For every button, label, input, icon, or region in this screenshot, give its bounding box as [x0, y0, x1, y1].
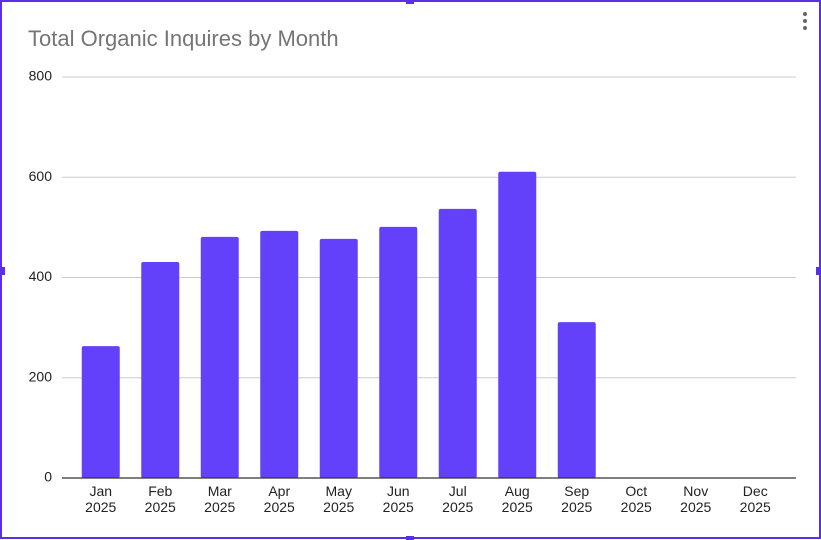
menu-dot[interactable]: [803, 12, 807, 16]
bar: [557, 322, 596, 478]
bar: [379, 226, 418, 478]
x-tick-label-line: Mar: [208, 483, 232, 499]
bar: [81, 346, 120, 478]
x-tick-label-line: 2025: [323, 499, 354, 515]
x-tick-label-line: 2025: [680, 499, 711, 515]
x-tick-label-line: Oct: [625, 483, 647, 499]
chart-title: Total Organic Inquires by Month: [28, 26, 339, 51]
x-tick-label: Jul 2025: [442, 483, 473, 515]
y-tick-label: 600: [29, 168, 53, 184]
x-tick-label-line: Dec: [743, 483, 768, 499]
x-tick-label: Mar 2025: [204, 483, 235, 515]
x-tick-label-line: Apr: [268, 483, 290, 499]
bar: [200, 236, 239, 478]
bar: [319, 238, 358, 478]
x-tick-label: Oct 2025: [621, 483, 652, 515]
x-tick-label: Feb 2025: [145, 483, 176, 515]
x-tick-label-line: 2025: [85, 499, 116, 515]
x-tick-label-line: Jul: [449, 483, 467, 499]
handle: [406, 0, 414, 4]
bar: [260, 230, 299, 478]
bar: [141, 261, 180, 478]
menu-dot[interactable]: [803, 26, 807, 30]
x-tick-label: Aug 2025: [502, 483, 533, 515]
x-tick-label: Sep 2025: [561, 483, 592, 515]
x-tick-label: May 2025: [323, 483, 354, 515]
x-tick-label-line: 2025: [204, 499, 235, 515]
bar: [438, 208, 477, 479]
x-tick-label-line: Sep: [564, 483, 589, 499]
x-tick-label: Dec 2025: [740, 483, 771, 515]
x-tick-label-line: Feb: [148, 483, 172, 499]
x-tick-label-line: 2025: [442, 499, 473, 515]
x-tick-label-line: Jun: [387, 483, 410, 499]
y-tick-label: 200: [29, 368, 53, 384]
menu-button[interactable]: [803, 12, 807, 30]
bar: [498, 171, 537, 478]
menu-dot[interactable]: [803, 19, 807, 23]
x-tick-label-line: May: [326, 483, 352, 499]
handle: [816, 267, 821, 275]
x-tick-label-line: Jan: [89, 483, 112, 499]
handle: [0, 267, 5, 275]
x-tick-label: Jun 2025: [383, 483, 414, 515]
x-tick-label-line: 2025: [561, 499, 592, 515]
handle: [406, 536, 414, 540]
x-tick-label-line: 2025: [145, 499, 176, 515]
x-tick-label-line: 2025: [264, 499, 295, 515]
y-tick-label: 800: [29, 68, 53, 84]
x-tick-label: Nov 2025: [680, 483, 711, 515]
x-tick-label-line: 2025: [502, 499, 533, 515]
y-tick-label: 0: [44, 469, 52, 485]
y-tick-label: 400: [29, 268, 53, 284]
x-tick-label: Apr 2025: [264, 483, 295, 515]
x-tick-label-line: Nov: [683, 483, 708, 499]
x-tick-label: Jan 2025: [85, 483, 116, 515]
x-tick-label-line: 2025: [621, 499, 652, 515]
x-tick-label-line: 2025: [740, 499, 771, 515]
x-tick-label-line: 2025: [383, 499, 414, 515]
x-tick-label-line: Aug: [505, 483, 530, 499]
